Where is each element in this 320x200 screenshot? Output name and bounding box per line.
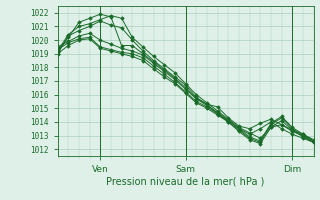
X-axis label: Pression niveau de la mer( hPa ): Pression niveau de la mer( hPa ) — [107, 177, 265, 187]
